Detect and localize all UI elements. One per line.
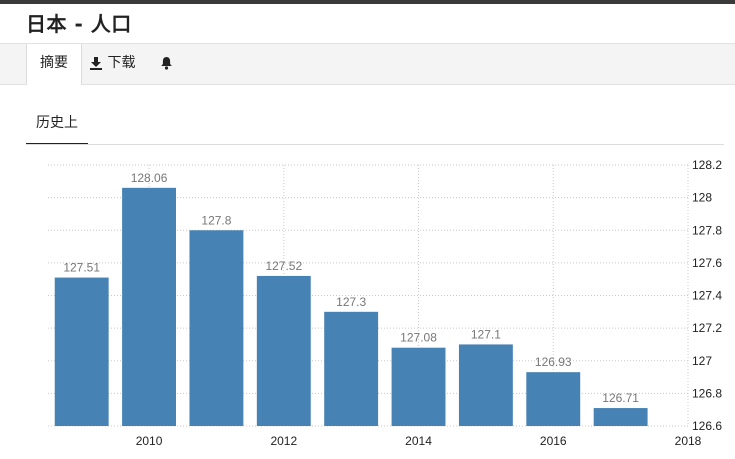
x-tick-label: 2010 [136,434,163,448]
bar-data-label: 128.06 [131,171,168,185]
x-tick-label: 2016 [540,434,567,448]
top-bar [0,0,735,4]
x-tick-label: 2018 [675,434,702,448]
bar [526,372,581,426]
bar [122,187,176,426]
page-title: 日本 - 人口 [26,12,132,36]
y-tick-label: 127.6 [692,256,722,270]
bar-data-label: 127.8 [201,213,231,227]
bar [54,277,109,426]
bar [593,408,648,426]
bar-data-label: 127.51 [63,261,100,275]
bar [256,275,311,426]
bar [458,344,513,426]
bell-icon [160,55,173,71]
bar-data-label: 127.52 [265,259,302,273]
x-tick-label: 2014 [405,434,432,448]
tab-download[interactable]: 下载 [89,44,135,84]
bar [189,230,244,426]
y-tick-label: 127.8 [692,223,722,237]
y-tick-label: 128.2 [692,158,722,172]
tab-alert[interactable] [160,44,173,84]
bar-data-label: 127.3 [336,295,366,309]
y-tick-label: 126.8 [692,386,722,400]
bar [391,347,446,426]
bar-data-label: 127.08 [400,331,437,345]
x-tick-label: 2012 [270,434,297,448]
download-icon [89,55,107,71]
tab-summary[interactable]: 摘要 [26,44,82,85]
y-tick-label: 126.6 [692,419,722,433]
divider [26,144,724,145]
bar-data-label: 127.1 [471,327,501,341]
y-tick-label: 127 [692,354,712,368]
bar [324,311,379,426]
y-tick-label: 127.4 [692,289,722,303]
download-label: 下载 [107,55,136,71]
y-tick-label: 128 [692,191,712,205]
y-tick-label: 127.2 [692,321,722,335]
bar-data-label: 126.93 [535,355,572,369]
tab-bar: 摘要 下载 [0,43,735,85]
bar-data-label: 126.71 [602,391,639,405]
